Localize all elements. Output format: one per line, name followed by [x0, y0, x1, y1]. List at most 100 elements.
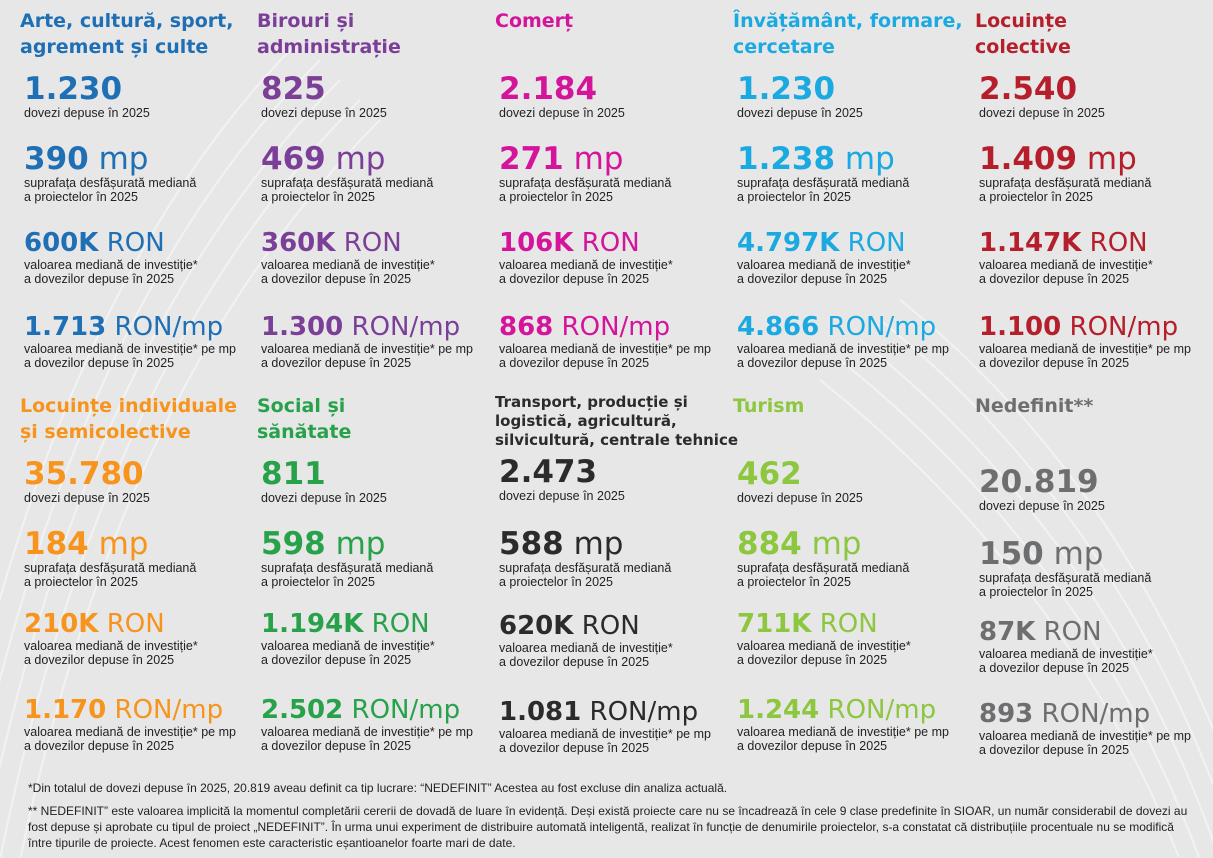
stat-value: 1.409 mp [979, 142, 1151, 176]
stat-value: 271 mp [499, 142, 671, 176]
stat-block: 620K RON valoarea mediană de investiție* a… [499, 611, 673, 669]
stat-block: 20.819 dovezi depuse în 2025 [979, 465, 1105, 513]
stat-value: 1.300 RON/mp [261, 312, 473, 342]
stat-description: suprafața desfășurată mediană [499, 176, 672, 190]
stat-value: 1.238 mp [737, 142, 909, 176]
category-title-line: administrație [257, 36, 401, 58]
stat-description: a dovezilor depuse în 2025 [24, 272, 175, 286]
stat-value: 1.100 RON/mp [979, 312, 1191, 342]
stat-value: 210K RON [24, 609, 198, 639]
stat-description: dovezi depuse în 2025 [737, 106, 863, 120]
stat-description: suprafața desfășurată mediană [261, 176, 434, 190]
stat-description: valoarea mediană de investiție* [737, 258, 911, 272]
stat-description: valoarea mediană de investiție* [979, 258, 1153, 272]
stat-description: valoarea mediană de investiție* [24, 258, 198, 272]
stat-value: 811 [261, 457, 387, 491]
stat-description: valoarea mediană de investiție* pe mp [499, 342, 711, 356]
stat-value: 4.797K RON [737, 228, 911, 258]
stat-description: a proiectelor în 2025 [24, 575, 138, 589]
stat-block: 1.300 RON/mp valoarea mediană de investiț… [261, 312, 473, 370]
stat-description: a dovezilor depuse în 2025 [499, 272, 650, 286]
stat-description: valoarea mediană de investiție* pe mp [261, 342, 473, 356]
stat-block: 390 mp suprafața desfășurată mediană a pro… [24, 142, 196, 204]
stat-number: 2.502 [261, 695, 344, 725]
stat-number: 2.540 [979, 71, 1078, 107]
category-card: Locuințe colective 2.540 dovezi depuse în 2… [975, 8, 1203, 388]
stat-unit: mp [573, 526, 624, 562]
stat-value: 2.473 [499, 455, 625, 489]
stat-block: 1.230 dovezi depuse în 2025 [737, 72, 863, 120]
stat-block: 711K RON valoarea mediană de investiție* a… [737, 609, 911, 667]
category-title-line: colective [975, 36, 1071, 58]
stat-block: 2.184 dovezi depuse în 2025 [499, 72, 625, 120]
stat-description: a dovezilor depuse în 2025 [261, 653, 412, 667]
stat-value: 390 mp [24, 142, 196, 176]
stat-number: 598 [261, 526, 326, 562]
stat-number: 600K [24, 228, 99, 258]
category-title-line: Turism [733, 395, 805, 417]
stat-number: 271 [499, 141, 564, 177]
category-card: Transport, producție și logistică, agricu… [495, 393, 738, 773]
stat-block: 210K RON valoarea mediană de investiție* a… [24, 609, 198, 667]
stat-description: a proiectelor în 2025 [737, 575, 851, 589]
stat-unit: RON/mp [561, 312, 671, 342]
category-title-line: logistică, agricultură, [495, 412, 677, 430]
stat-unit: mp [1086, 141, 1137, 177]
stat-block: 893 RON/mp valoarea mediană de investiție… [979, 699, 1191, 757]
stat-value: 598 mp [261, 527, 433, 561]
stat-block: 868 RON/mp valoarea mediană de investiție… [499, 312, 711, 370]
stat-value: 2.540 [979, 72, 1105, 106]
stat-value: 462 [737, 457, 863, 491]
stat-description: dovezi depuse în 2025 [979, 499, 1105, 513]
stat-description: a proiectelor în 2025 [979, 190, 1093, 204]
stat-description: a dovezilor depuse în 2025 [979, 356, 1130, 370]
stat-description: valoarea mediană de investiție* pe mp [979, 342, 1191, 356]
stat-unit: mp [573, 141, 624, 177]
footnote-2: ** NEDEFINIT” este valoarea implicită la… [28, 804, 1188, 850]
category-card: Social și sănătate 811 dovezi depuse în 202… [257, 393, 485, 773]
stat-value: 150 mp [979, 537, 1151, 571]
stat-unit: RON/mp [351, 312, 461, 342]
stat-value: 1.147K RON [979, 228, 1153, 258]
stat-number: 462 [737, 456, 802, 492]
stat-number: 1.100 [979, 312, 1062, 342]
category-title-line: Învățământ, formare, [733, 10, 963, 32]
stat-number: 893 [979, 699, 1034, 729]
category-card: Birouri și administrație 825 dovezi depuse … [257, 8, 485, 388]
stat-description: valoarea mediană de investiție* pe mp [499, 727, 711, 741]
stat-value: 1.230 [737, 72, 863, 106]
stat-block: 884 mp suprafața desfășurată mediană a pro… [737, 527, 909, 589]
stat-description: dovezi depuse în 2025 [261, 491, 387, 505]
stat-unit: RON/mp [1041, 699, 1151, 729]
stat-block: 1.194K RON valoarea mediană de investiție… [261, 609, 435, 667]
stat-description: suprafața desfășurată mediană [261, 561, 434, 575]
stat-description: suprafața desfășurată mediană [737, 176, 910, 190]
stat-value: 825 [261, 72, 387, 106]
stat-description: a dovezilor depuse în 2025 [979, 743, 1130, 757]
stat-description: dovezi depuse în 2025 [261, 106, 387, 120]
stat-description: suprafața desfășurată mediană [979, 176, 1152, 190]
stat-description: suprafața desfășurată mediană [979, 571, 1152, 585]
stat-description: valoarea mediană de investiție* pe mp [24, 342, 236, 356]
category-title-line: Nedefinit** [975, 395, 1094, 417]
stat-description: a dovezilor depuse în 2025 [24, 356, 175, 370]
stat-block: 1.409 mp suprafața desfășurată mediană a p… [979, 142, 1151, 204]
stat-description: dovezi depuse în 2025 [24, 106, 150, 120]
stat-number: 825 [261, 71, 326, 107]
stat-unit: mp [335, 141, 386, 177]
stat-description: valoarea mediană de investiție* pe mp [261, 725, 473, 739]
stat-number: 868 [499, 312, 554, 342]
stat-description: valoarea mediană de investiție* [261, 258, 435, 272]
stat-block: 4.797K RON valoarea mediană de investiție… [737, 228, 911, 286]
stat-value: 87K RON [979, 617, 1153, 647]
stat-unit: RON/mp [351, 695, 461, 725]
footnote-1: *Din totalul de dovezi depuse în 2025, 2… [28, 781, 728, 795]
category-title: Comerț [495, 8, 723, 34]
stat-value: 469 mp [261, 142, 433, 176]
stat-description: a dovezilor depuse în 2025 [261, 356, 412, 370]
stat-unit: mp [98, 141, 149, 177]
stat-number: 1.230 [24, 71, 123, 107]
stat-description: a proiectelor în 2025 [261, 190, 375, 204]
stat-block: 150 mp suprafața desfășurată mediană a pro… [979, 537, 1151, 599]
stat-unit: RON/mp [114, 312, 224, 342]
